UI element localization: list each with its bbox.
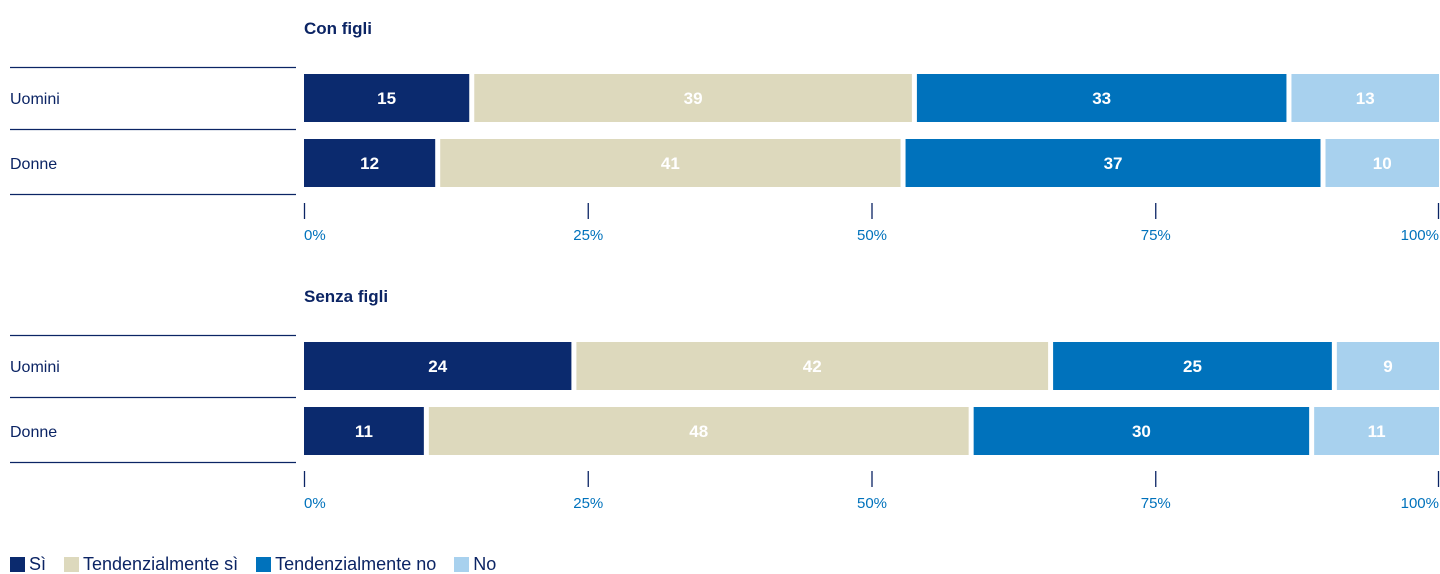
legend-label-no: No: [473, 554, 497, 574]
panel-2-row-1-bar-4: [1336, 342, 1439, 390]
panel-1-row-2-bar-label-2: 41: [661, 154, 680, 173]
panel-1-row-1-bar-4: [1291, 74, 1439, 122]
panel-1-tick-label-5: 100%: [1401, 227, 1439, 244]
panel-1-title: Con figli: [304, 19, 372, 38]
panel-2-row-1-bar-label-2: 42: [803, 357, 822, 376]
panel-2-row-2-bar-3: [973, 407, 1310, 455]
panel-2-row-1-bar-1: [304, 342, 572, 390]
panel-2-row-1-bar-label-1: 24: [428, 357, 447, 376]
legend-swatch-no: [454, 556, 470, 572]
panel-1-row-2-bar-3: [905, 139, 1321, 187]
legend-item-no: No: [454, 554, 496, 574]
legend-label-tendenzialmente-si: Tendenzialmente sì: [83, 554, 239, 574]
legend-item-tendenzialmente-si: Tendenzialmente sì: [64, 554, 238, 574]
panel-2-tick-label-5: 100%: [1401, 495, 1439, 512]
panel-2-row-1-bar-2: [576, 342, 1049, 390]
panel-1-row-1-bar-2: [474, 74, 912, 122]
legend-item-tendenzialmente-no: Tendenzialmente no: [256, 554, 436, 574]
panel-1-row-1-bar-3: [916, 74, 1287, 122]
panel-1-row-2-bar-label-3: 37: [1104, 154, 1123, 173]
legend-item-si: Sì: [10, 554, 46, 574]
legend: Sì Tendenzialmente sì Tendenzialmente no…: [10, 554, 514, 574]
panel-1-row-1-bar-label-1: 15: [377, 89, 396, 108]
panel-2-row-1-bar-3: [1053, 342, 1332, 390]
panel-2-title: Senza figli: [304, 287, 388, 306]
panel-2-row-2-bar-label-2: 48: [689, 422, 708, 441]
legend-label-tendenzialmente-no: Tendenzialmente no: [275, 554, 437, 574]
panel-1-tick-label-2: 25%: [573, 227, 603, 244]
panel-1-row-1-label: Uomini: [10, 91, 60, 108]
legend-swatch-tendenzialmente-si: [64, 556, 80, 572]
panel-2-row-2-label: Donne: [10, 424, 57, 441]
panel-2-row-2-bar-1: [304, 407, 424, 455]
panel-2-row-2-bar-2: [428, 407, 969, 455]
panel-1-row-2-bar-label-1: 12: [360, 154, 379, 173]
panel-2-row-2-bar-label-3: 30: [1132, 422, 1151, 441]
panel-1-row-2-bar-4: [1325, 139, 1439, 187]
panel-2-tick-label-4: 75%: [1141, 495, 1171, 512]
panel-2-tick-label-1: 0%: [304, 495, 326, 512]
panel-2-row-1-bar-label-3: 25: [1183, 357, 1202, 376]
panel-1-row-1-bar-label-4: 13: [1356, 89, 1375, 108]
panel-1-row-1-bar-1: [304, 74, 470, 122]
panel-2-row-2-bar-4: [1314, 407, 1439, 455]
legend-label-si: Sì: [29, 554, 47, 574]
panel-1-row-2-bar-label-4: 10: [1373, 154, 1392, 173]
legend-swatch-si: [10, 556, 25, 572]
panel-2-row-1-bar-label-4: 9: [1383, 357, 1392, 376]
panel-1-row-2-bar-1: [304, 139, 436, 187]
panel-1-row-1-bar-label-2: 39: [684, 89, 703, 108]
panel-2-row-2-bar-label-1: 11: [355, 422, 373, 441]
panel-2-row-1-label: Uomini: [10, 359, 60, 376]
panel-1-tick-label-1: 0%: [304, 227, 326, 244]
legend-swatch-tendenzialmente-no: [256, 556, 272, 572]
panel-1-row-1-bar-label-3: 33: [1092, 89, 1111, 108]
panel-1-row-2-label: Donne: [10, 156, 57, 173]
panel-1-tick-label-3: 50%: [857, 227, 887, 244]
panel-1-row-2-bar-2: [440, 139, 901, 187]
panel-2-tick-label-3: 50%: [857, 495, 887, 512]
panel-2-tick-label-2: 25%: [573, 495, 603, 512]
panel-1-tick-label-4: 75%: [1141, 227, 1171, 244]
panel-2-row-2-bar-label-4: 11: [1368, 422, 1386, 441]
